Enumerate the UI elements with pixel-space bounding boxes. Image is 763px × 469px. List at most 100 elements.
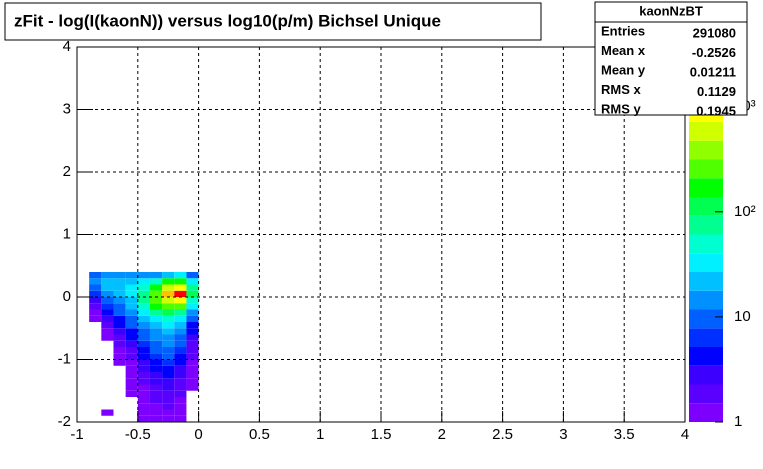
cell — [89, 278, 102, 285]
cell — [174, 322, 187, 329]
cell — [174, 403, 187, 410]
stats-label: RMS x — [601, 82, 642, 97]
cell — [113, 297, 126, 304]
cell — [137, 315, 150, 322]
cell — [101, 309, 114, 316]
cell — [149, 378, 163, 385]
cell — [174, 384, 187, 391]
cell — [162, 347, 175, 354]
cell — [89, 284, 102, 291]
colorbar-band — [689, 178, 723, 197]
cell — [125, 340, 138, 347]
cell — [125, 328, 138, 335]
cell — [162, 415, 175, 422]
cell — [174, 334, 187, 341]
cell — [137, 365, 150, 372]
colorbar-band — [689, 403, 723, 422]
cell — [162, 390, 175, 397]
cell — [89, 303, 102, 310]
y-tick-label: -2 — [58, 413, 71, 430]
cell — [149, 322, 163, 329]
cell — [149, 390, 163, 397]
cell — [101, 290, 114, 297]
cell — [125, 272, 138, 279]
cell — [174, 365, 187, 372]
colorbar-band — [689, 140, 723, 160]
cell — [162, 328, 175, 335]
x-tick-label: 3.5 — [614, 426, 635, 443]
z-tick-label: 1 — [734, 413, 742, 430]
colorbar-band — [689, 215, 723, 235]
stats-box: kaonNzBT Entries 291080 Mean x -0.2526 Mean y… — [594, 1, 748, 118]
stats-value: 0.1945 — [696, 103, 736, 118]
cell — [137, 284, 150, 291]
cell — [137, 272, 150, 279]
cell — [125, 372, 138, 379]
cell — [186, 365, 199, 372]
cell — [137, 372, 150, 379]
cell — [137, 322, 150, 329]
cell — [174, 290, 187, 297]
cell — [149, 347, 163, 354]
colorbar-band — [689, 197, 723, 216]
cell — [186, 353, 199, 360]
cell — [89, 309, 102, 316]
cell — [162, 272, 175, 279]
stats-label: RMS y — [601, 101, 642, 116]
cell — [137, 390, 150, 397]
cell — [149, 315, 163, 322]
cell — [113, 290, 126, 297]
cell — [186, 359, 199, 366]
cell — [174, 303, 187, 310]
cell — [149, 309, 163, 316]
cell — [113, 309, 126, 316]
x-tick-label: 3 — [559, 426, 567, 443]
y-tick-label: 4 — [63, 38, 71, 55]
cell — [174, 359, 187, 366]
cell — [149, 272, 163, 279]
x-tick-label: 0.5 — [249, 426, 270, 443]
cell — [186, 309, 199, 316]
cell — [186, 303, 199, 310]
colorbar-band — [689, 272, 723, 291]
cell — [162, 322, 175, 329]
cell — [186, 372, 199, 379]
cell — [137, 415, 150, 422]
cell — [137, 297, 150, 304]
x-tick-label: -1 — [70, 426, 83, 443]
cell — [101, 334, 114, 341]
cell — [125, 290, 138, 297]
cell — [125, 365, 138, 372]
title-box — [4, 2, 542, 41]
cell — [137, 403, 150, 410]
cell — [125, 378, 138, 385]
cell — [101, 322, 114, 329]
chart-title: zFit - log(I(kaonN)) versus log10(p/m) B… — [14, 11, 441, 30]
cells — [89, 272, 199, 422]
cell — [174, 272, 187, 279]
x-tick-label: 0 — [194, 426, 202, 443]
cell — [125, 297, 138, 304]
cell — [137, 347, 150, 354]
cell — [149, 397, 163, 404]
cell — [137, 378, 150, 385]
cell — [149, 384, 163, 391]
cell — [162, 309, 175, 316]
colorbar-band — [689, 328, 723, 347]
cell — [101, 284, 114, 291]
cell — [113, 278, 126, 285]
cell — [162, 303, 175, 310]
y-tick-label: -1 — [58, 350, 71, 367]
cell — [174, 340, 187, 347]
stats-label: Mean y — [601, 62, 646, 77]
cell — [125, 284, 138, 291]
stats-value: 291080 — [693, 25, 736, 40]
cell — [174, 328, 187, 335]
cell — [162, 297, 175, 304]
cell — [174, 397, 187, 404]
cell — [137, 384, 150, 391]
cell — [89, 290, 102, 297]
cell — [186, 315, 199, 322]
cell — [149, 353, 163, 360]
